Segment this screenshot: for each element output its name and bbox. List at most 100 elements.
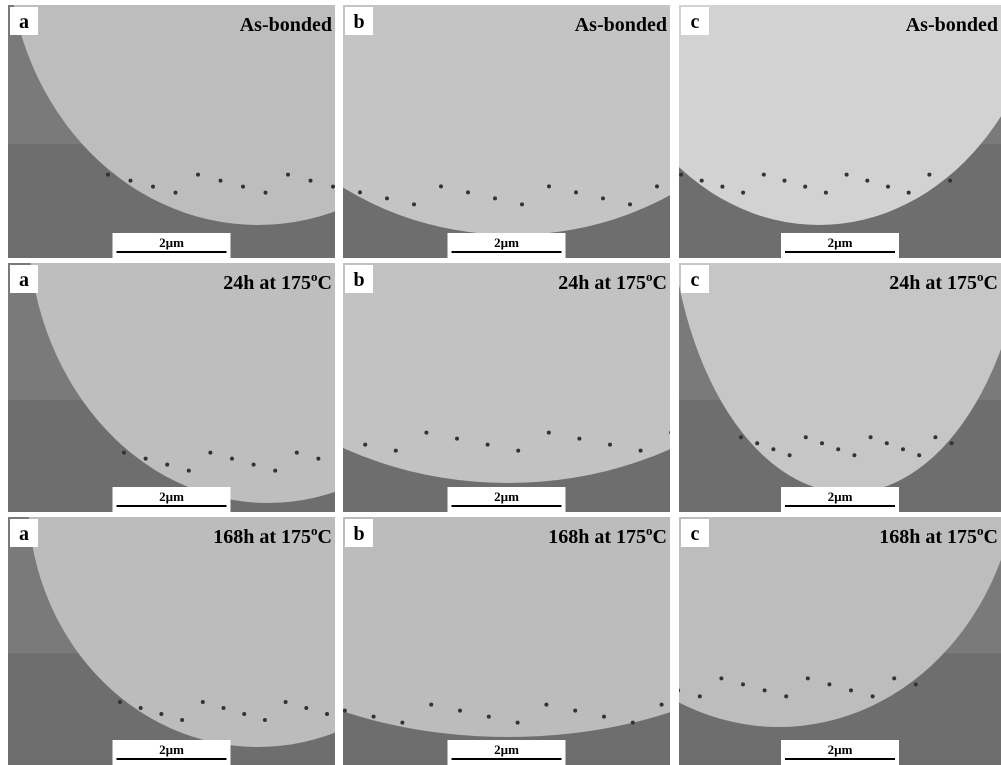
void (106, 173, 110, 177)
condition-tail: C (984, 526, 998, 548)
void (230, 457, 234, 461)
void (679, 173, 683, 177)
void (316, 457, 320, 461)
condition-text: 168h at 175 (879, 526, 977, 548)
void (907, 191, 911, 195)
void (803, 185, 807, 189)
scale-label: 2µm (159, 742, 184, 757)
void (948, 179, 952, 183)
panel-label: a (19, 269, 29, 291)
void (639, 449, 643, 453)
void (852, 453, 856, 457)
void (363, 443, 367, 447)
void (892, 676, 896, 680)
void (455, 437, 459, 441)
void (486, 443, 490, 447)
void (520, 202, 524, 206)
void (669, 431, 673, 435)
scale-label: 2µm (494, 235, 519, 250)
panel-label: b (353, 11, 364, 33)
condition-text: As-bonded (906, 14, 998, 36)
void (284, 700, 288, 704)
void (927, 173, 931, 177)
void (886, 185, 890, 189)
void (836, 447, 840, 451)
panel-label: b (353, 269, 364, 291)
void (783, 179, 787, 183)
panel-label: c (691, 11, 700, 33)
void (180, 718, 184, 722)
void (358, 190, 362, 194)
void (755, 441, 759, 445)
void (196, 173, 200, 177)
void (174, 191, 178, 195)
void (544, 703, 548, 707)
void (139, 706, 143, 710)
scale-label: 2µm (494, 489, 519, 504)
void (309, 179, 313, 183)
void (400, 721, 404, 725)
void (806, 676, 810, 680)
void (219, 179, 223, 183)
condition-text: As-bonded (240, 14, 332, 36)
void (304, 706, 308, 710)
void (574, 190, 578, 194)
void (660, 703, 664, 707)
void (187, 469, 191, 473)
void (295, 451, 299, 455)
void (628, 202, 632, 206)
condition-tail: C (653, 272, 667, 294)
void (577, 437, 581, 441)
void (601, 196, 605, 200)
condition: As-bonded (906, 14, 998, 36)
void (118, 700, 122, 704)
void (827, 682, 831, 686)
void (739, 435, 743, 439)
void (631, 721, 635, 725)
void (151, 185, 155, 189)
condition-text: 168h at 175 (213, 526, 311, 548)
void (439, 184, 443, 188)
void (429, 703, 433, 707)
void (885, 441, 889, 445)
figure: a As-bonded 2µm b As-bonded 2µm c As-bonded 2µm a… (0, 0, 1001, 765)
void (241, 185, 245, 189)
void (676, 688, 680, 692)
void (763, 688, 767, 692)
void (849, 688, 853, 692)
condition-text: As-bonded (575, 14, 667, 36)
void (573, 709, 577, 713)
condition-tail: C (984, 272, 998, 294)
void (159, 712, 163, 716)
void (869, 435, 873, 439)
condition-text: 24h at 175 (889, 272, 977, 294)
void (372, 715, 376, 719)
void (700, 179, 704, 183)
void (424, 431, 428, 435)
void (242, 712, 246, 716)
void (901, 447, 905, 451)
void (516, 721, 520, 725)
void (129, 179, 133, 183)
void (602, 715, 606, 719)
void (516, 449, 520, 453)
void (820, 441, 824, 445)
void (412, 202, 416, 206)
void (264, 191, 268, 195)
void (458, 709, 462, 713)
void (914, 682, 918, 686)
condition-text: 24h at 175 (558, 272, 646, 294)
void (493, 196, 497, 200)
void (325, 712, 329, 716)
void (338, 463, 342, 467)
void (784, 694, 788, 698)
void (698, 694, 702, 698)
void (845, 173, 849, 177)
scale-label: 2µm (159, 489, 184, 504)
void (208, 451, 212, 455)
panel-label: c (691, 269, 700, 291)
condition-text: 168h at 175 (548, 526, 646, 548)
condition-text: 24h at 175 (223, 272, 311, 294)
panel-label: a (19, 11, 29, 33)
void (608, 443, 612, 447)
